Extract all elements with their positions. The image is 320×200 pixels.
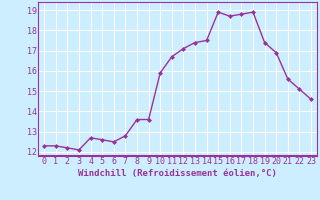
X-axis label: Windchill (Refroidissement éolien,°C): Windchill (Refroidissement éolien,°C) <box>78 169 277 178</box>
